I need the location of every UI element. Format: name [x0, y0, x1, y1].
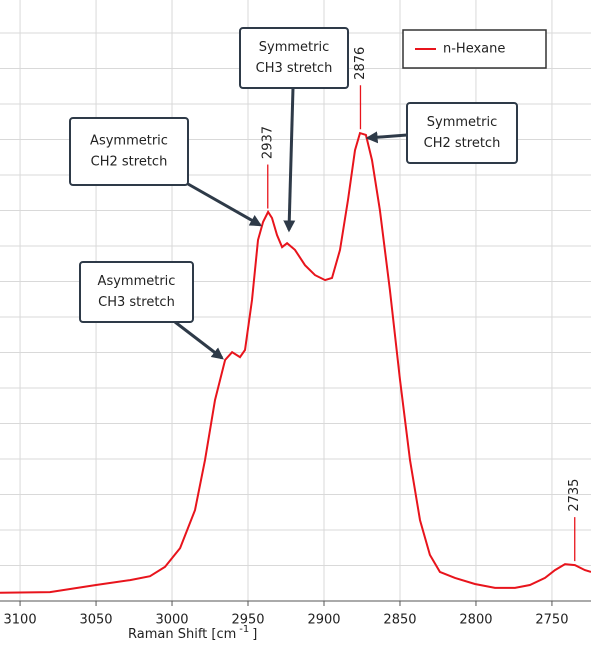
x-tick-label: 3050 [79, 613, 112, 628]
callout-box [69, 117, 189, 186]
peak-label: 2937 [260, 126, 275, 159]
x-tick-label: 2750 [535, 613, 568, 628]
spectrum-line [0, 131, 591, 594]
peak-label: 2876 [353, 47, 368, 80]
callout-arrow [187, 182, 263, 227]
callout-text: Symmetric [427, 115, 497, 130]
peak-label: 2735 [567, 479, 582, 512]
callout-text: CH2 stretch [91, 155, 168, 170]
x-axis-label: Raman Shift [cm -1] [128, 624, 257, 642]
x-tick-label: 2850 [383, 613, 416, 628]
x-tick-label: 2900 [307, 613, 340, 628]
callout-text: Asymmetric [98, 274, 176, 289]
callout-arrow [283, 87, 296, 233]
callout-text: CH3 stretch [98, 295, 175, 310]
legend-label: n-Hexane [443, 42, 505, 57]
callout-box [79, 261, 194, 323]
callout-box [406, 102, 518, 164]
x-tick-label: 3100 [4, 613, 37, 628]
plot [0, 131, 591, 594]
callout-text: Asymmetric [90, 134, 168, 149]
callout-arrow [174, 320, 224, 360]
callout-arrow [365, 131, 408, 144]
callout-text: Symmetric [259, 40, 329, 55]
callout-text: CH3 stretch [256, 61, 333, 76]
x-tick-label: 2800 [459, 613, 492, 628]
callout-text: CH2 stretch [424, 136, 501, 151]
x-tick-label: 2950 [231, 613, 264, 628]
x-tick-label: 3000 [155, 613, 188, 628]
callout-box [239, 27, 349, 89]
